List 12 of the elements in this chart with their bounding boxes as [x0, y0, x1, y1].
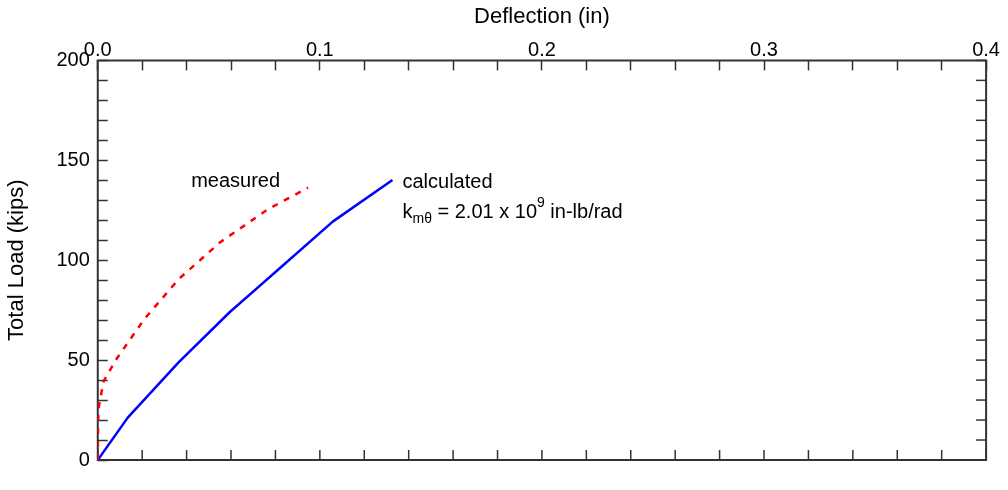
y-tick-label: 150	[56, 147, 90, 170]
y-tick-label: 50	[67, 347, 90, 370]
x-tick-label: 0.3	[750, 37, 778, 60]
x-tick-label: 0.2	[528, 37, 556, 60]
y-tick-label: 0	[78, 447, 90, 470]
x-tick-label: 0.1	[305, 37, 334, 60]
series-label: measured	[191, 169, 281, 192]
y-axis-title: Total Load (kips)	[3, 179, 29, 341]
x-axis-title: Deflection (in)	[474, 3, 610, 29]
y-tick-label: 100	[56, 247, 90, 270]
series-label: calculated	[402, 169, 493, 192]
x-tick-label: 0.4	[972, 37, 1000, 60]
